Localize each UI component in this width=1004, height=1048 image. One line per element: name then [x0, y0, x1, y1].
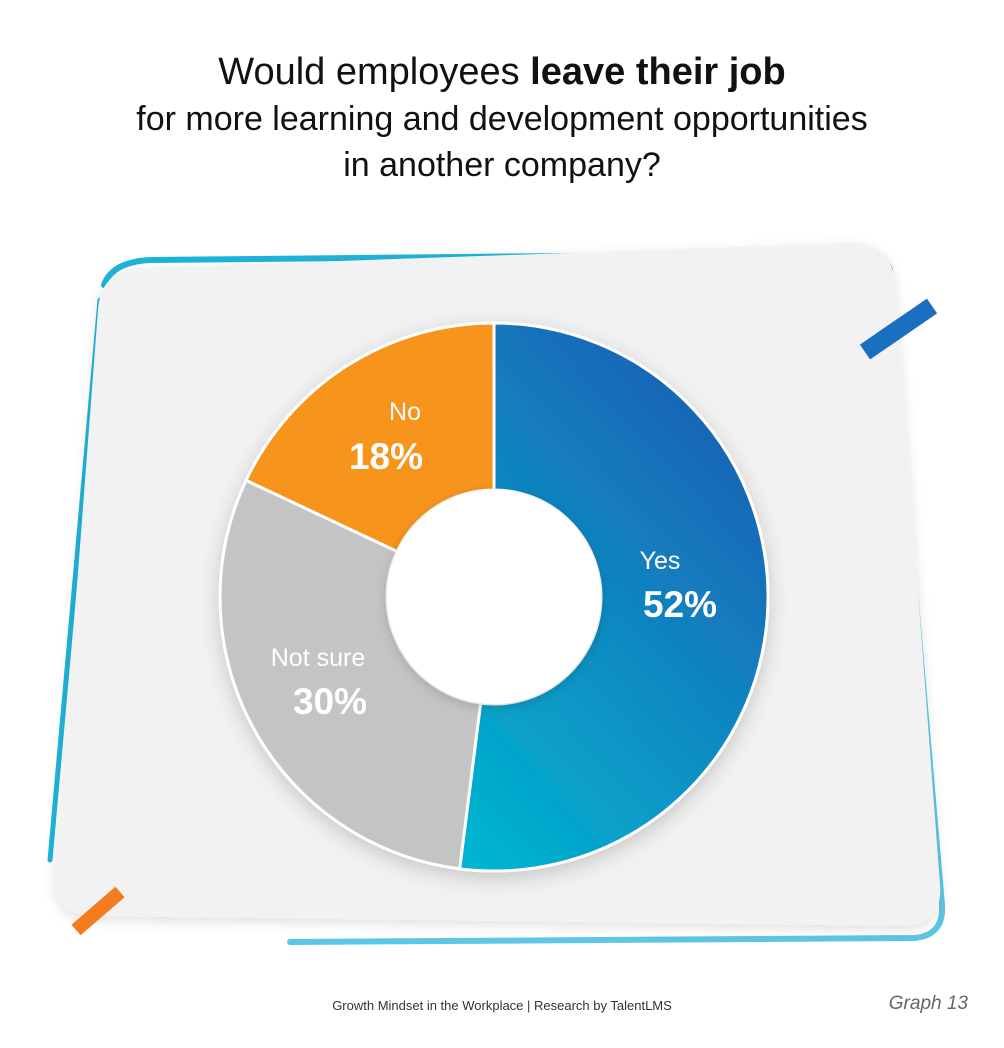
graph-number: Graph 13 — [888, 993, 968, 1014]
decor-orange-tick — [71, 886, 125, 936]
donut-hole — [387, 490, 601, 704]
card-accent-right-edge — [287, 297, 946, 945]
slice-label-yes-value: 52% — [643, 584, 717, 625]
title-bold: leave their job — [530, 51, 786, 93]
slice-label-notsure-value: 30% — [293, 681, 367, 722]
slice-label-notsure-category: Not sure — [271, 644, 365, 672]
title-line-2: for more learning and development opport… — [136, 100, 868, 138]
title-line-1: Would employees leave their job — [0, 48, 1004, 96]
chart-title: Would employees leave their job for more… — [0, 48, 1004, 188]
title-prefix: Would employees — [218, 51, 531, 93]
slice-label-no-value: 18% — [349, 436, 423, 477]
decor-blue-tick — [859, 298, 938, 360]
footer-credit: Growth Mindset in the Workplace | Resear… — [332, 998, 672, 1013]
slice-label-yes-category: Yes — [640, 547, 681, 575]
title-line-3: in another company? — [343, 146, 661, 184]
slice-label-no-category: No — [389, 398, 421, 426]
donut-group — [218, 321, 770, 873]
